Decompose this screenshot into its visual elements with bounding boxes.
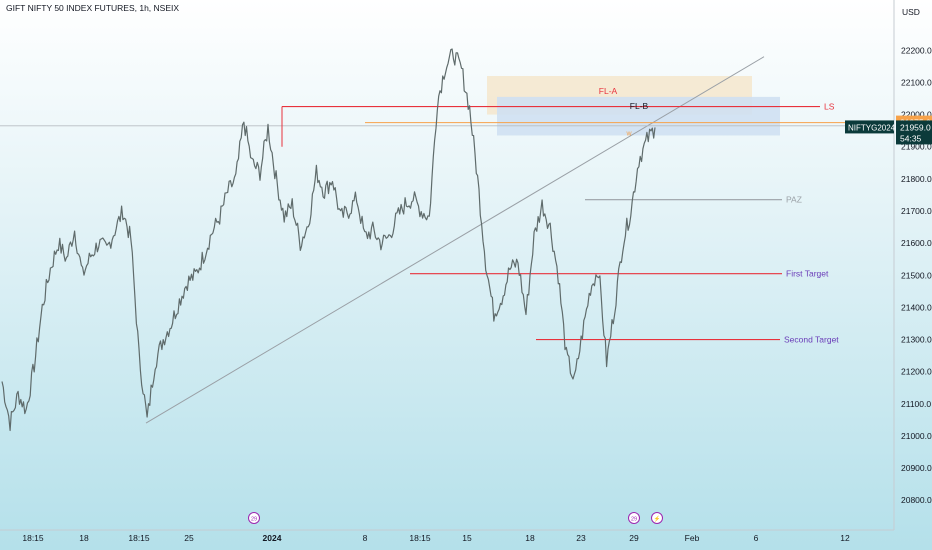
- level-label: LS: [824, 102, 835, 112]
- y-tick-label: 21300.0: [901, 335, 932, 345]
- event-icon-text: 29: [251, 517, 257, 523]
- x-tick-label: 18:15: [409, 533, 431, 543]
- last-price-tag: [896, 120, 932, 145]
- level-label: PAZ: [786, 195, 802, 205]
- y-tick-label: 20900.0: [901, 463, 932, 473]
- zone-layer: [487, 76, 780, 136]
- x-tick-label: 29: [629, 533, 639, 543]
- y-tick-label: 21600.0: [901, 238, 932, 248]
- symbol-tag-label: NIFTYG2024: [848, 123, 896, 132]
- x-tick-label: 12: [840, 533, 850, 543]
- y-tick-label: 21100.0: [901, 399, 931, 409]
- x-tick-label: 6: [754, 533, 759, 543]
- w-marker: w: [625, 130, 632, 137]
- trend-layer: [145, 56, 765, 424]
- lightning-event-icon[interactable]: [651, 512, 663, 524]
- x-tick-label: 8: [363, 533, 368, 543]
- y-tick-label: 20800.0: [901, 495, 932, 505]
- y-tick-label: 22000.0: [901, 110, 932, 120]
- x-tick-label: Feb: [685, 533, 700, 543]
- chart-title: GIFT NIFTY 50 INDEX FUTURES, 1h, NSEIX: [6, 3, 180, 13]
- y-tick-label: 21400.0: [901, 302, 932, 312]
- x-tick-label: 18:15: [22, 533, 44, 543]
- event-icon-text: 29: [631, 517, 637, 523]
- price-line: [1, 48, 656, 432]
- calendar-event-icon[interactable]: [628, 512, 640, 524]
- countdown-label: 54:35: [900, 133, 922, 143]
- level-label: Second Target: [784, 335, 839, 345]
- trendline: [145, 56, 765, 424]
- x-tick-label: 2024: [263, 533, 282, 543]
- x-tick-label: 23: [576, 533, 586, 543]
- event-layer[interactable]: 29 29 ⚡: [248, 512, 663, 524]
- zone-label-fl-b: FL-B: [630, 101, 649, 111]
- price-series: [1, 48, 656, 432]
- symbol-tag: [845, 120, 894, 134]
- zone-label-fl-a: FL-A: [599, 86, 618, 96]
- x-tick-label: 18: [79, 533, 89, 543]
- y-tick-label: 22200.0: [901, 45, 932, 55]
- y-tick-label: 21900.0: [901, 142, 932, 152]
- event-icon-text: ⚡: [654, 516, 661, 523]
- zone-fl-b: [497, 96, 780, 136]
- y-tick-label: 22100.0: [901, 77, 932, 87]
- y-tick-label: 21500.0: [901, 270, 932, 280]
- last-price-label: 21959.0: [900, 122, 931, 132]
- level-layer: [0, 105, 894, 341]
- x-tick-label: 15: [462, 533, 472, 543]
- label-layer: FL-A FL-B LS First Target Second Target PAZ w: [599, 86, 840, 345]
- y-tick-label: 21700.0: [901, 206, 932, 216]
- y-tick-label: 21000.0: [901, 431, 932, 441]
- x-tick-label: 18: [525, 533, 535, 543]
- level-label: First Target: [786, 269, 829, 279]
- y-tick-label: 21200.0: [901, 367, 932, 377]
- currency-label[interactable]: USD: [902, 7, 920, 17]
- x-tick-label: 25: [184, 533, 194, 543]
- y-tick-label: 21800.0: [901, 174, 932, 184]
- calendar-event-icon[interactable]: [248, 512, 260, 524]
- x-tick-label: 18:15: [128, 533, 150, 543]
